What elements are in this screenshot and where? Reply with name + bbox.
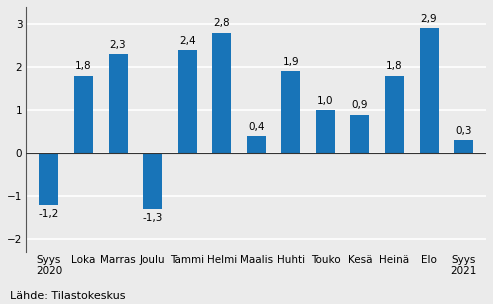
Bar bbox=[212, 33, 231, 153]
Text: 1,8: 1,8 bbox=[386, 61, 403, 71]
Bar bbox=[74, 76, 93, 153]
Text: -1,2: -1,2 bbox=[39, 209, 59, 219]
Text: 1,8: 1,8 bbox=[75, 61, 92, 71]
Text: 2,4: 2,4 bbox=[179, 36, 196, 46]
Bar bbox=[454, 140, 473, 153]
Text: 1,0: 1,0 bbox=[317, 96, 334, 106]
Bar bbox=[247, 136, 266, 153]
Bar bbox=[143, 153, 162, 209]
Bar bbox=[39, 153, 59, 205]
Text: 1,9: 1,9 bbox=[282, 57, 299, 67]
Bar bbox=[385, 76, 404, 153]
Text: Lähde: Tilastokeskus: Lähde: Tilastokeskus bbox=[10, 291, 125, 301]
Bar bbox=[282, 71, 300, 153]
Text: 0,3: 0,3 bbox=[456, 126, 472, 136]
Text: 0,4: 0,4 bbox=[248, 122, 265, 132]
Text: 2,3: 2,3 bbox=[110, 40, 126, 50]
Bar bbox=[316, 110, 335, 153]
Bar bbox=[420, 29, 439, 153]
Text: -1,3: -1,3 bbox=[142, 213, 163, 223]
Bar bbox=[351, 115, 369, 153]
Bar bbox=[108, 54, 128, 153]
Text: 0,9: 0,9 bbox=[352, 100, 368, 110]
Bar bbox=[177, 50, 197, 153]
Text: 2,9: 2,9 bbox=[421, 14, 437, 24]
Text: 2,8: 2,8 bbox=[213, 19, 230, 29]
